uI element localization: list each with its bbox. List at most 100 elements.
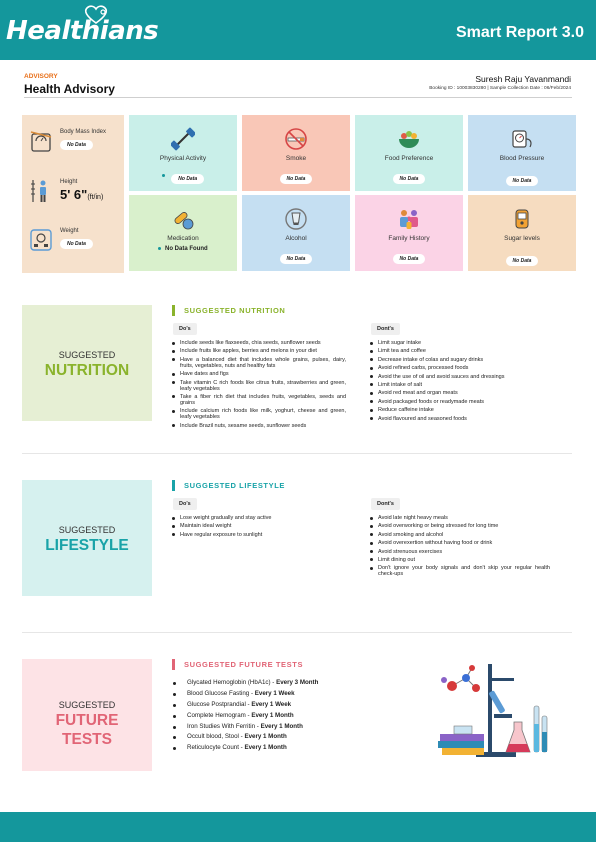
- future-tests-label-box: SUGGESTED FUTURE TESTS: [22, 659, 152, 771]
- list-item: Take vitamin C rich foods like citrus fr…: [172, 380, 346, 392]
- nutrition-dos-list: Include seeds like flaxseeds, chia seeds…: [172, 340, 346, 438]
- tile-blood-pressure: Blood Pressure No Data: [468, 115, 576, 191]
- list-item: Occult blood, Stool - Every 1 Month: [172, 732, 318, 743]
- nutrition-big: NUTRITION: [44, 362, 130, 379]
- list-item: Have dates and figs: [172, 371, 346, 377]
- future-tests-heading: SUGGESTED FUTURE TESTS: [172, 659, 303, 670]
- status-dot: [158, 246, 162, 250]
- lifestyle-small: SUGGESTED: [58, 525, 116, 535]
- report-title: Smart Report 3.0: [455, 24, 584, 41]
- list-item: Avoid flavoured and seasoned foods: [370, 416, 550, 422]
- pills-icon: [174, 212, 194, 230]
- scale-tape-icon: [30, 131, 52, 152]
- vital-height: Height 5' 6"(ft/in): [22, 179, 124, 219]
- tile-value: No Data: [392, 254, 426, 264]
- bmi-label: Body Mass Index: [60, 129, 107, 135]
- list-item: Limit intake of salt: [370, 382, 550, 388]
- lifestyle-dos-chip: Do's: [173, 498, 197, 510]
- tile-alcohol: Alcohol No Data: [242, 195, 350, 271]
- nutrition-donts-list: Limit sugar intake Limit tea and coffee …: [370, 340, 550, 424]
- glucometer-icon: [515, 209, 529, 229]
- test-frequency: Every 1 Month: [244, 733, 287, 741]
- tile-family-history: Family History No Data: [355, 195, 463, 271]
- bp-monitor-icon: [512, 130, 532, 148]
- future-tests-small: SUGGESTED: [58, 700, 116, 710]
- list-item: Limit sugar intake: [370, 340, 550, 346]
- weighing-scale-icon: [30, 229, 52, 251]
- nutrition-donts-chip: Dont's: [371, 323, 400, 335]
- food-bowl-icon: [399, 131, 419, 148]
- future-tests-list: Glycated Hemoglobin (HbA1c) - Every 3 Mo…: [172, 678, 318, 754]
- list-item: Reduce caffeine intake: [370, 407, 550, 413]
- tile-label: Alcohol: [285, 235, 307, 242]
- tile-value-row: No Data: [129, 167, 237, 185]
- list-item: Have regular exposure to sunlight: [172, 532, 346, 538]
- tile-sugar-levels: Sugar levels No Data: [468, 195, 576, 271]
- list-item: Glycated Hemoglobin (HbA1c) - Every 3 Mo…: [172, 678, 318, 689]
- list-item: Include fruits like apples, berries and …: [172, 348, 346, 354]
- list-item: Limit tea and coffee: [370, 348, 550, 354]
- weight-value: No Data: [60, 239, 93, 249]
- lab-equipment-illustration: [438, 664, 548, 757]
- tile-value: No Data Found: [165, 246, 208, 252]
- test-name: Glucose Postprandial -: [187, 700, 252, 708]
- nutrition-dos-chip: Do's: [173, 323, 197, 335]
- tile-label: Blood Pressure: [499, 155, 545, 162]
- list-item: Include calcium rich foods like milk, yo…: [172, 408, 346, 420]
- tile-food-preference: Food Preference No Data: [355, 115, 463, 191]
- tile-value: No Data: [505, 176, 539, 186]
- tile-smoke: Smoke No Data: [242, 115, 350, 191]
- tile-label: Sugar levels: [504, 235, 540, 242]
- tile-medication: Medication No Data Found: [129, 195, 237, 271]
- test-name: Occult blood, Stool -: [187, 733, 245, 741]
- lifestyle-big: LIFESTYLE: [45, 537, 129, 554]
- height-number: 5' 6": [60, 187, 88, 202]
- list-item: Have a balanced diet that includes whole…: [172, 357, 346, 369]
- tile-label: Physical Activity: [159, 155, 207, 162]
- height-label: Height: [60, 179, 78, 185]
- test-name: Blood Glucose Fasting -: [187, 689, 255, 697]
- lifestyle-donts-chip: Dont's: [371, 498, 400, 510]
- tile-value: No Data: [279, 254, 313, 264]
- list-item: Reticulocyte Count - Every 1 Month: [172, 743, 318, 754]
- page-header: Healthians Smart Report 3.0: [0, 0, 596, 60]
- patient-name: Suresh Raju Yavanmandi: [475, 74, 571, 84]
- test-name: Reticulocyte Count -: [187, 744, 245, 752]
- test-frequency: Every 1 Week: [251, 700, 292, 708]
- weight-label: Weight: [60, 228, 79, 234]
- status-dot: [161, 174, 165, 178]
- bmi-value: No Data: [60, 140, 93, 150]
- list-item: Take a fiber rich diet that includes fru…: [172, 394, 346, 406]
- height-person-icon: [31, 180, 46, 202]
- list-item: Complete Hemogram - Every 1 Month: [172, 711, 318, 722]
- list-item: Avoid strenuous exercises: [370, 549, 550, 555]
- advisory-title: Health Advisory: [24, 82, 115, 96]
- vitals-panel: Body Mass Index No Data Height 5' 6"(ft/…: [22, 115, 124, 273]
- tile-value-row: No Data: [242, 167, 350, 185]
- cigarette-icon: [285, 128, 307, 150]
- list-item: Avoid red meat and organ meats: [370, 390, 550, 396]
- list-item: Include seeds like flaxseeds, chia seeds…: [172, 340, 346, 346]
- section-divider: [22, 632, 572, 633]
- tile-label: Smoke: [285, 155, 307, 162]
- tile-value-row: No Data Found: [129, 246, 237, 252]
- test-name: Glycated Hemoglobin (HbA1c) -: [187, 679, 277, 686]
- future-tests-big-1: FUTURE: [55, 712, 119, 729]
- tile-value-row: No Data: [468, 169, 576, 187]
- heart-stethoscope-icon: [84, 5, 108, 24]
- lifestyle-dos-list: Lose weight gradually and stay active Ma…: [172, 515, 346, 540]
- vital-weight: Weight No Data: [22, 228, 124, 268]
- tile-value: No Data: [171, 174, 205, 184]
- test-frequency: Every 1 Month: [251, 711, 294, 719]
- tile-label: Family History: [388, 235, 430, 242]
- nutrition-small: SUGGESTED: [58, 350, 116, 360]
- tile-value: No Data: [279, 174, 313, 184]
- list-item: Iron Studies With Ferritin - Every 1 Mon…: [172, 722, 318, 733]
- family-icon: [400, 210, 418, 229]
- tile-value-row: No Data: [468, 249, 576, 267]
- test-name: Complete Hemogram -: [187, 711, 252, 719]
- test-name: Iron Studies With Ferritin -: [187, 722, 261, 730]
- tile-value-row: No Data: [355, 167, 463, 185]
- list-item: Avoid overworking or being stressed for …: [370, 523, 550, 529]
- advisory-kicker: ADVISORY: [24, 73, 58, 80]
